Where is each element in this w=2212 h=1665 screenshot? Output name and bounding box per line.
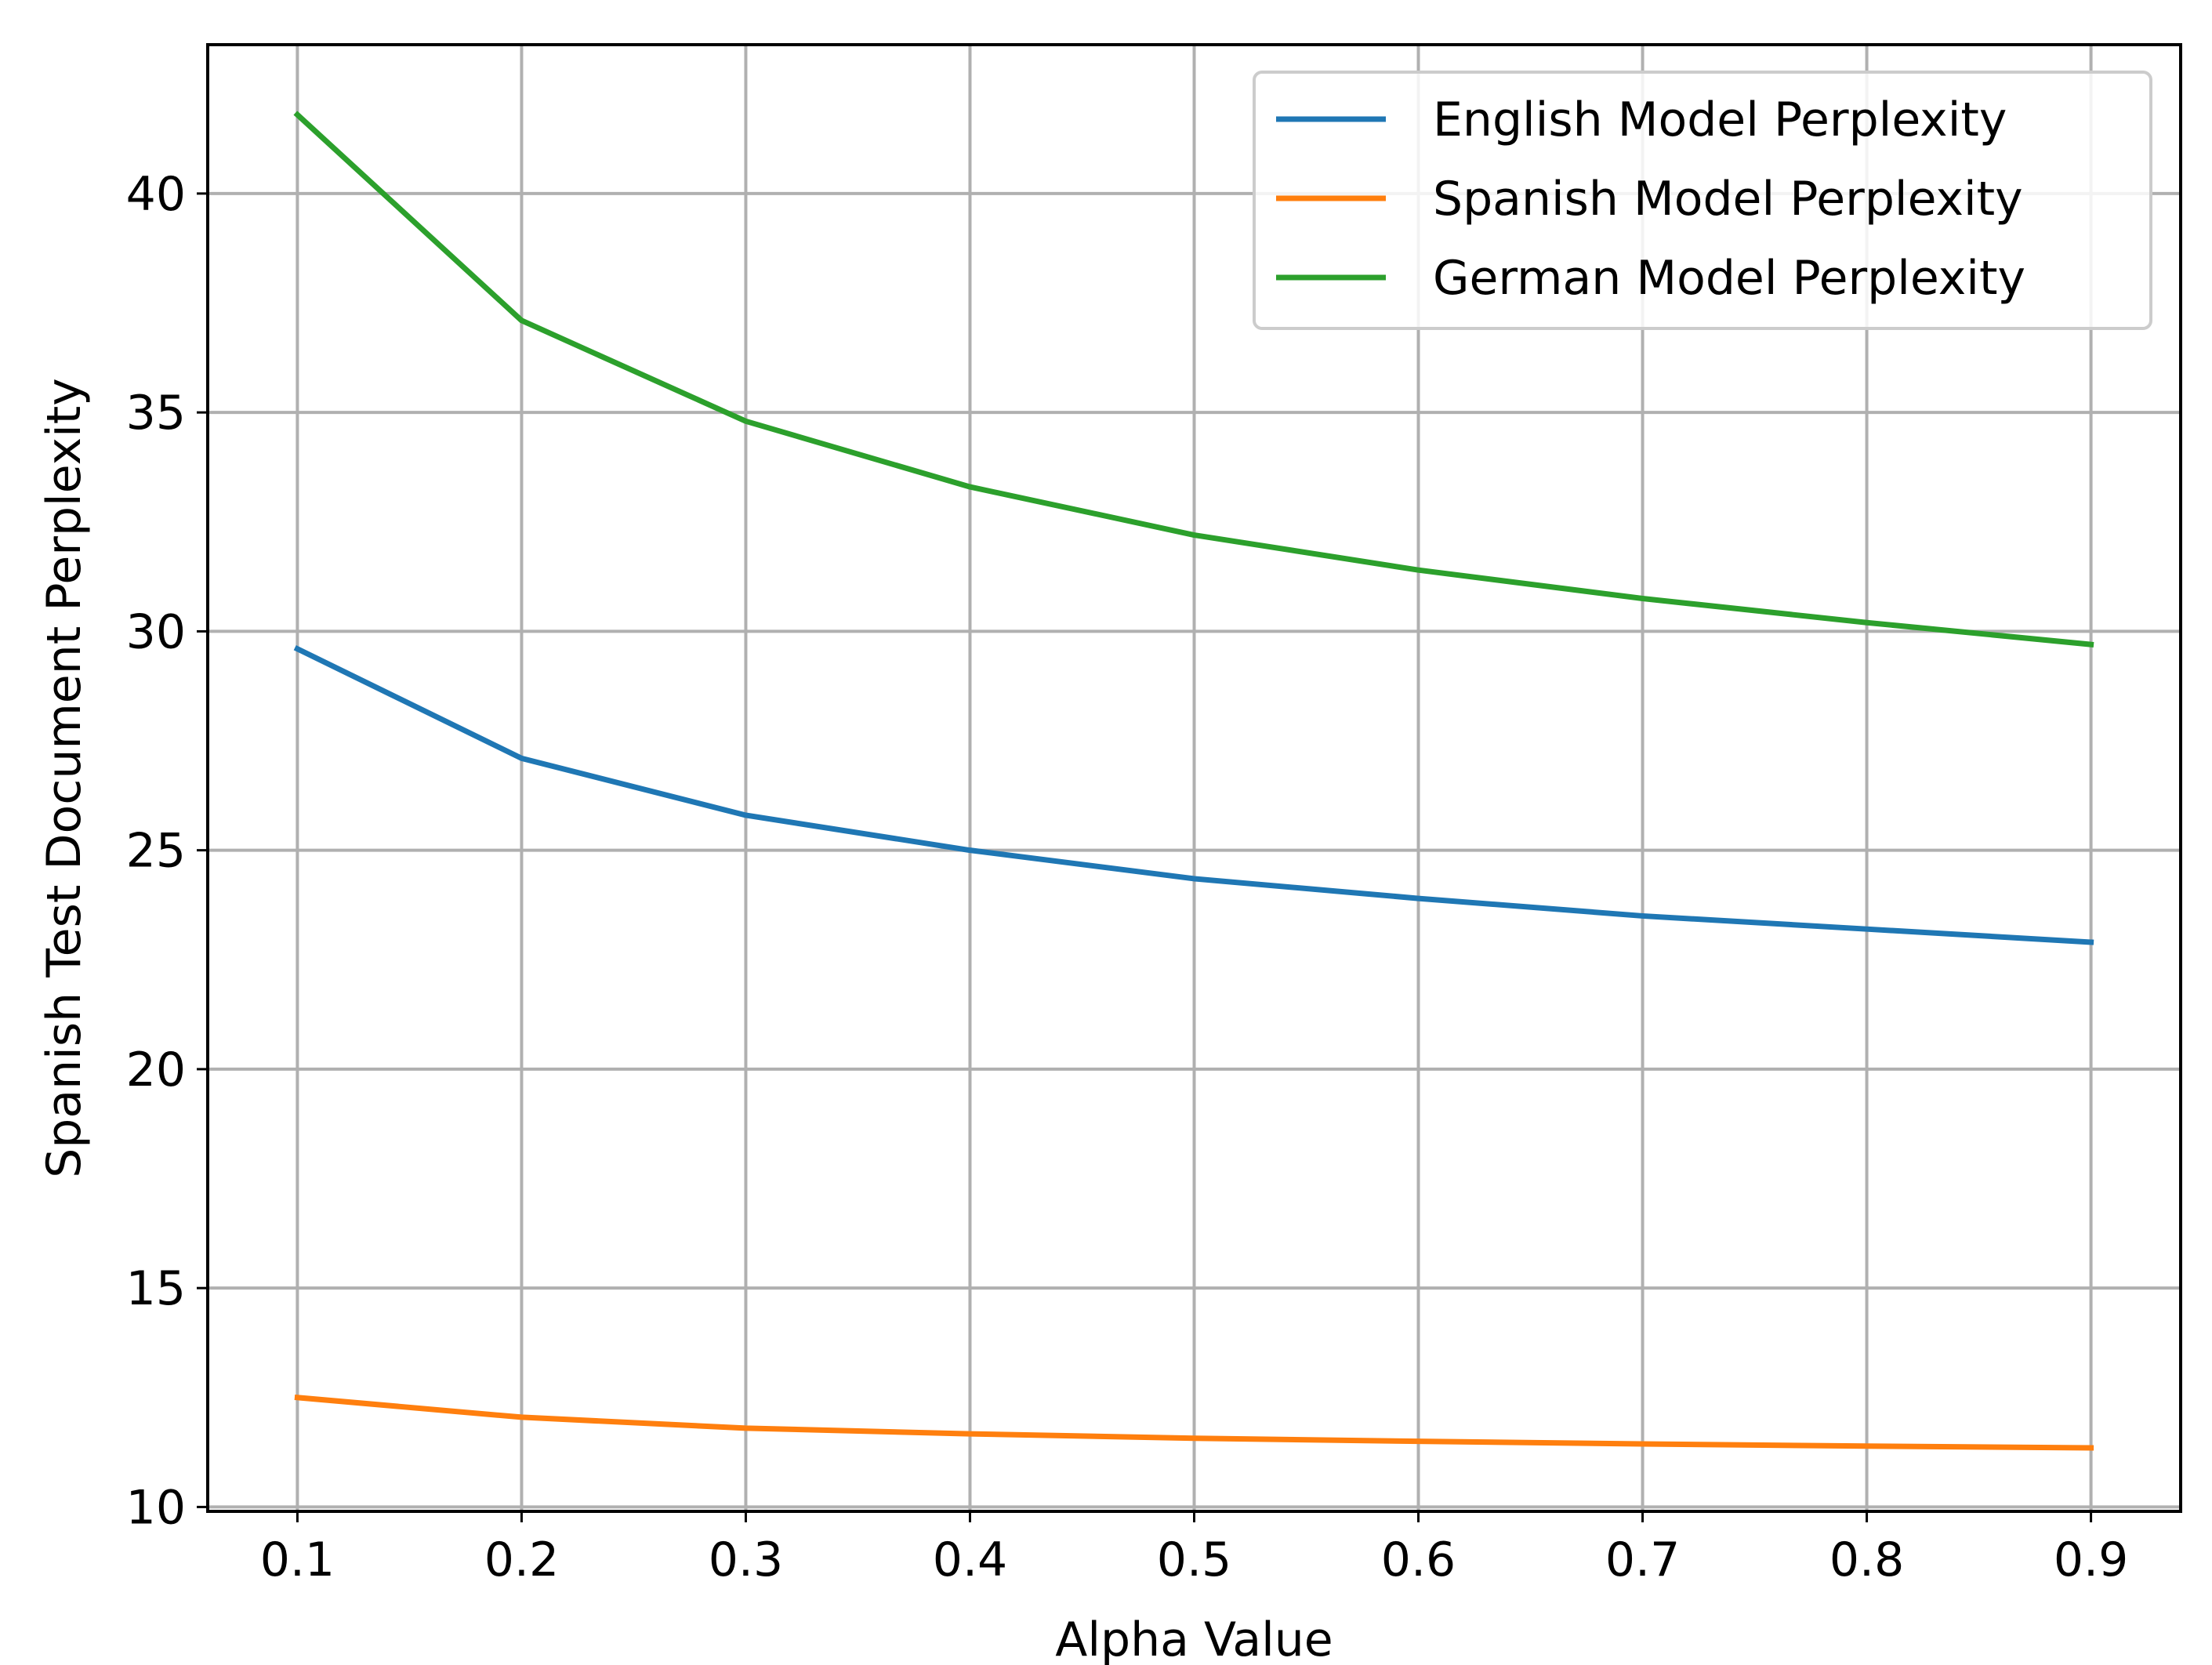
series-line-1 <box>294 1394 2094 1451</box>
x-tick-label-5: 0.6 <box>1381 1533 1456 1587</box>
legend-label-0: English Model Perplexity <box>1433 92 2007 147</box>
y-tick-label-0: 10 <box>126 1480 186 1535</box>
x-tick-label-8: 0.9 <box>2054 1533 2128 1587</box>
y-axis-ticks: 10 15 20 25 30 35 40 <box>126 167 208 1535</box>
x-tick-label-4: 0.5 <box>1157 1533 1231 1587</box>
legend-label-1: Spanish Model Perplexity <box>1433 172 2023 227</box>
series-line-2 <box>293 111 2094 648</box>
legend: English Model Perplexity Spanish Model Pe… <box>1253 71 2152 330</box>
y-axis-label: Spanish Test Document Perplexity <box>37 378 92 1178</box>
legend-label-2: German Model Perplexity <box>1433 251 2025 306</box>
legend-box <box>1253 71 2152 330</box>
y-tick-label-2: 20 <box>126 1043 186 1097</box>
x-tick-label-7: 0.8 <box>1829 1533 1904 1587</box>
x-tick-label-6: 0.7 <box>1605 1533 1680 1587</box>
y-tick-label-3: 25 <box>126 824 186 879</box>
series-line-0 <box>293 645 2094 945</box>
series-lines <box>293 111 2094 1451</box>
y-tick-label-1: 15 <box>126 1261 186 1316</box>
y-tick-label-5: 35 <box>126 386 186 441</box>
y-tick-label-4: 30 <box>126 604 186 659</box>
x-axis-ticks: 0.1 0.2 0.3 0.4 0.5 0.6 0.7 0.8 0.9 <box>260 1511 2128 1587</box>
x-tick-label-0: 0.1 <box>260 1533 335 1587</box>
x-axis-label: Alpha Value <box>1055 1612 1333 1665</box>
x-tick-label-2: 0.3 <box>709 1533 783 1587</box>
x-tick-label-3: 0.4 <box>933 1533 1007 1587</box>
y-tick-label-6: 40 <box>126 167 186 222</box>
x-tick-label-1: 0.2 <box>484 1533 559 1587</box>
